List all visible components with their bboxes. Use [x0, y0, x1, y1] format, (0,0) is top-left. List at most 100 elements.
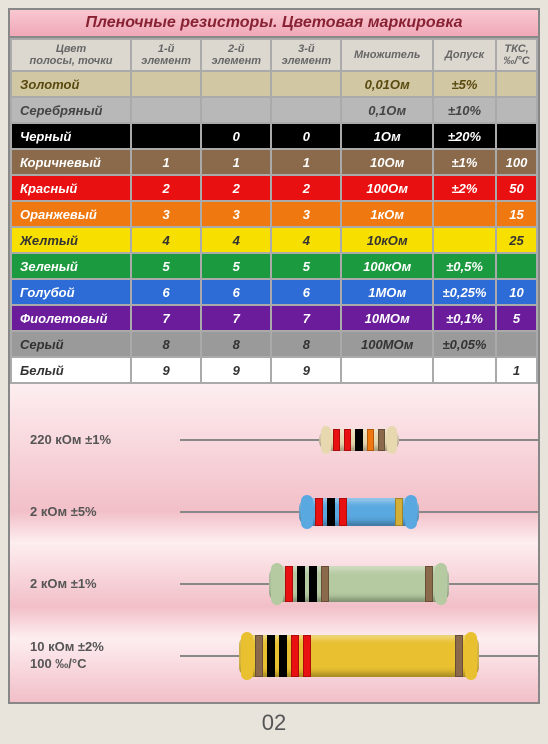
column-header-d2: 2-йэлемент	[201, 39, 271, 71]
resistor-label: 2 кОм ±1%	[30, 576, 180, 593]
cell-tks: 100	[496, 149, 537, 175]
cell-mult: 100Ом	[341, 175, 432, 201]
cell-d3: 1	[271, 149, 341, 175]
cell-d2: 8	[201, 331, 271, 357]
color-band	[344, 429, 351, 451]
cell-d2	[201, 97, 271, 123]
cell-tol: ±0,05%	[433, 331, 496, 357]
cell-tks	[496, 253, 537, 279]
cell-name: Золотой	[11, 71, 131, 97]
cell-tks	[496, 331, 537, 357]
cell-name: Серебряный	[11, 97, 131, 123]
resistor-examples: 220 кОм ±1%2 кОм ±5%2 кОм ±1%10 кОм ±2%1…	[10, 384, 538, 702]
color-row: Оранжевый3331кОм15	[11, 201, 537, 227]
cell-mult: 1кОм	[341, 201, 432, 227]
page-number: 02	[8, 710, 540, 736]
resistor-graphic	[180, 498, 538, 526]
cell-d2: 5	[201, 253, 271, 279]
cell-tks	[496, 97, 537, 123]
cell-d1	[131, 71, 201, 97]
cell-mult: 1Ом	[341, 123, 432, 149]
cell-d1: 9	[131, 357, 201, 383]
cell-tol	[433, 357, 496, 383]
cell-d1: 3	[131, 201, 201, 227]
cell-name: Желтый	[11, 227, 131, 253]
color-band	[279, 635, 287, 677]
cell-tol: ±5%	[433, 71, 496, 97]
cell-d3	[271, 97, 341, 123]
cell-d2: 9	[201, 357, 271, 383]
cell-tks: 25	[496, 227, 537, 253]
cell-name: Белый	[11, 357, 131, 383]
color-band	[378, 429, 385, 451]
cell-d3: 7	[271, 305, 341, 331]
color-row: Черный001Ом±20%	[11, 123, 537, 149]
color-band	[321, 566, 329, 602]
column-header-tol: Допуск	[433, 39, 496, 71]
cell-tol: ±1%	[433, 149, 496, 175]
cell-d3: 8	[271, 331, 341, 357]
color-row: Белый9991	[11, 357, 537, 383]
cell-mult: 100кОм	[341, 253, 432, 279]
cell-name: Коричневый	[11, 149, 131, 175]
color-row: Красный222100Ом±2%50	[11, 175, 537, 201]
cell-d2: 6	[201, 279, 271, 305]
color-row: Серый888100МОм±0,05%	[11, 331, 537, 357]
cell-name: Оранжевый	[11, 201, 131, 227]
cell-d1: 4	[131, 227, 201, 253]
resistor-graphic	[180, 429, 538, 451]
cell-tol: ±2%	[433, 175, 496, 201]
color-band	[455, 635, 463, 677]
cell-tol	[433, 227, 496, 253]
cell-tks: 50	[496, 175, 537, 201]
color-band	[339, 498, 347, 526]
cell-tks: 15	[496, 201, 537, 227]
cell-d3: 2	[271, 175, 341, 201]
cell-tks: 1	[496, 357, 537, 383]
color-row: Зеленый555100кОм±0,5%	[11, 253, 537, 279]
cell-d1: 1	[131, 149, 201, 175]
color-row: Коричневый11110Ом±1%100	[11, 149, 537, 175]
cell-mult: 100МОм	[341, 331, 432, 357]
cell-d2: 2	[201, 175, 271, 201]
color-band	[425, 566, 433, 602]
column-header-mult: Множитель	[341, 39, 432, 71]
panel-title: Пленочные резисторы. Цветовая маркировка	[10, 10, 538, 38]
cell-d3: 9	[271, 357, 341, 383]
color-band	[315, 498, 323, 526]
cell-d3: 3	[271, 201, 341, 227]
cell-mult: 10кОм	[341, 227, 432, 253]
color-band	[255, 635, 263, 677]
cell-d3: 0	[271, 123, 341, 149]
color-row: Фиолетовый77710МОм±0,1%5	[11, 305, 537, 331]
resistor-graphic	[180, 635, 538, 677]
column-header-d1: 1-йэлемент	[131, 39, 201, 71]
resistor-label: 220 кОм ±1%	[30, 432, 180, 449]
color-row: Голубой6661МОм±0,25%10	[11, 279, 537, 305]
cell-name: Фиолетовый	[11, 305, 131, 331]
cell-d3: 6	[271, 279, 341, 305]
cell-d1	[131, 97, 201, 123]
cell-d3	[271, 71, 341, 97]
cell-tol: ±20%	[433, 123, 496, 149]
cell-tol: ±10%	[433, 97, 496, 123]
cell-d1: 5	[131, 253, 201, 279]
cell-tks: 5	[496, 305, 537, 331]
cell-tol: ±0,1%	[433, 305, 496, 331]
cell-d1: 7	[131, 305, 201, 331]
reference-panel: Пленочные резисторы. Цветовая маркировка…	[8, 8, 540, 704]
cell-tks: 10	[496, 279, 537, 305]
color-band	[285, 566, 293, 602]
color-band	[297, 566, 305, 602]
cell-d2: 4	[201, 227, 271, 253]
cell-name: Зеленый	[11, 253, 131, 279]
cell-d1: 2	[131, 175, 201, 201]
resistor-example: 220 кОм ±1%	[10, 404, 538, 476]
cell-name: Голубой	[11, 279, 131, 305]
cell-tol: ±0,5%	[433, 253, 496, 279]
cell-tks	[496, 123, 537, 149]
cell-mult: 10МОм	[341, 305, 432, 331]
resistor-example: 2 кОм ±1%	[10, 548, 538, 620]
cell-d2: 7	[201, 305, 271, 331]
color-band	[355, 429, 362, 451]
